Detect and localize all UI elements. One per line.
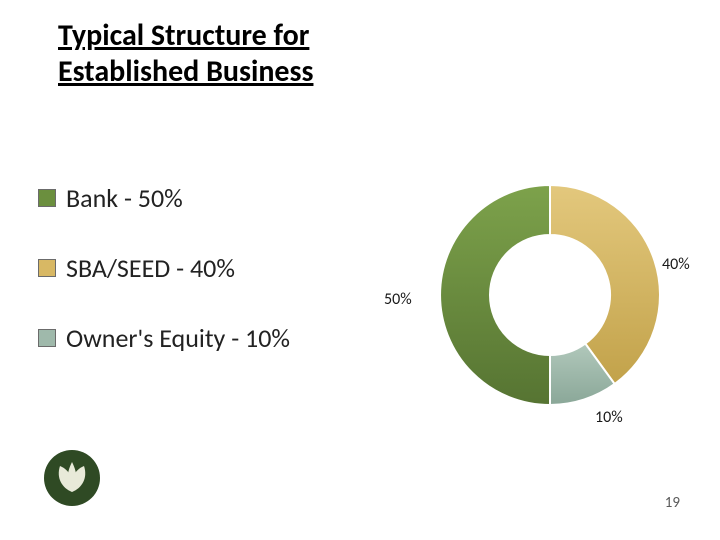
legend-item-sba-seed: SBA/SEED - 40% (38, 252, 358, 284)
donut-slice-bank (440, 185, 550, 405)
legend: Bank - 50% SBA/SEED - 40% Owner's Equity… (38, 182, 358, 392)
logo-badge (42, 448, 102, 508)
legend-swatch-sba-seed (38, 259, 56, 277)
legend-label-sba-seed: SBA/SEED - 40% (66, 252, 235, 284)
slice-label-bank: 50% (384, 290, 412, 309)
legend-label-owners-equity: Owner's Equity - 10% (66, 322, 290, 354)
legend-label-bank: Bank - 50% (66, 182, 183, 214)
logo-svg (42, 448, 102, 508)
slice-label-sba-seed: 40% (662, 255, 690, 274)
title-line-2: Established Business (58, 53, 313, 90)
content-area: Bank - 50% SBA/SEED - 40% Owner's Equity… (0, 160, 720, 460)
slide: Typical Structure for Established Busine… (0, 0, 720, 540)
legend-swatch-bank (38, 189, 56, 207)
donut-svg (430, 175, 670, 415)
title-line-1: Typical Structure for (58, 17, 309, 54)
legend-swatch-owners-equity (38, 329, 56, 347)
slide-title: Typical Structure for Established Busine… (58, 18, 313, 90)
legend-item-bank: Bank - 50% (38, 182, 358, 214)
page-number: 19 (665, 494, 680, 512)
legend-item-owners-equity: Owner's Equity - 10% (38, 322, 358, 354)
donut-chart: 40% 10% 50% (400, 160, 700, 440)
slice-label-owners-equity: 10% (595, 408, 623, 427)
